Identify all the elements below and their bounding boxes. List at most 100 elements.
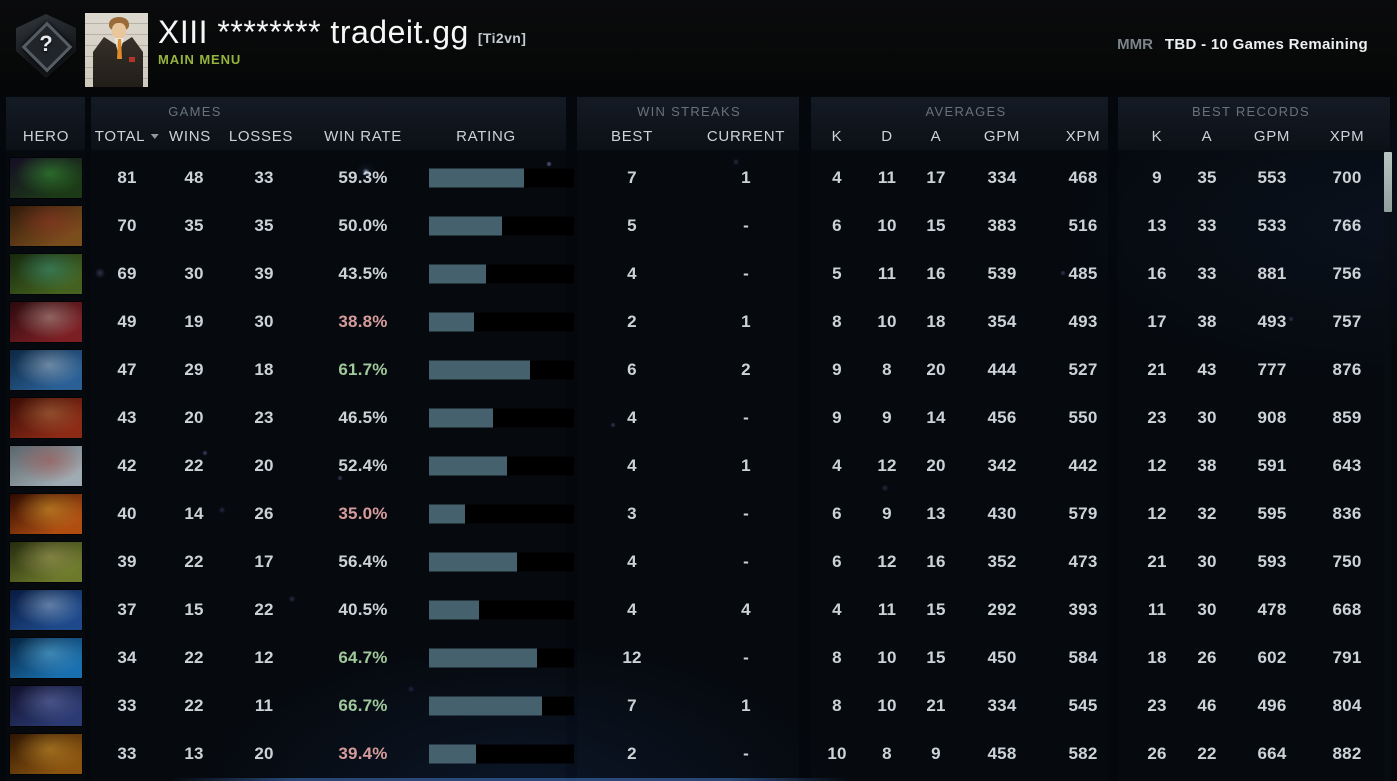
rating-bar-fill — [429, 312, 475, 332]
mmr-label: MMR — [1117, 36, 1153, 53]
main-menu-button[interactable]: MAIN MENU — [158, 52, 242, 67]
column-header-win-rate[interactable]: WIN RATE — [324, 128, 402, 145]
streak-best-value: 4 — [627, 600, 637, 619]
hero-row[interactable]: 40 14 26 35.0% 3 - 6 9 13 430 579 12 32 … — [0, 490, 1397, 538]
hero-row[interactable]: 49 19 30 38.8% 2 1 8 10 18 354 493 17 38… — [0, 298, 1397, 346]
avg-deaths-value: 8 — [882, 744, 892, 763]
wins-value: 22 — [184, 552, 204, 571]
avg-xpm-value: 493 — [1068, 312, 1098, 331]
streak-best-value: 2 — [627, 744, 637, 763]
best-kills-value: 21 — [1147, 552, 1167, 571]
best-assists-value: 26 — [1197, 648, 1217, 667]
hero-icon[interactable] — [10, 494, 82, 534]
best-kills-value: 18 — [1147, 648, 1167, 667]
avg-assists-value: 15 — [926, 600, 946, 619]
best-assists-value: 46 — [1197, 696, 1217, 715]
best-gpm-value: 591 — [1257, 456, 1287, 475]
hero-row[interactable]: 39 22 17 56.4% 4 - 6 12 16 352 473 21 30… — [0, 538, 1397, 586]
column-header-rating[interactable]: RATING — [456, 128, 516, 145]
best-assists-value: 30 — [1197, 408, 1217, 427]
column-header-avg-gpm[interactable]: GPM — [983, 128, 1021, 145]
avg-gpm-value: 334 — [987, 168, 1017, 187]
rating-bar — [429, 456, 574, 476]
column-header-best-gpm[interactable]: GPM — [1253, 128, 1291, 145]
best-gpm-value: 595 — [1257, 504, 1287, 523]
column-header-streak-current[interactable]: CURRENT — [706, 128, 786, 145]
hero-icon[interactable] — [10, 542, 82, 582]
best-assists-value: 38 — [1197, 456, 1217, 475]
avg-kills-value: 4 — [832, 168, 842, 187]
hero-row[interactable]: 42 22 20 52.4% 4 1 4 12 20 342 442 12 38… — [0, 442, 1397, 490]
avg-xpm-value: 485 — [1068, 264, 1098, 283]
hero-icon[interactable] — [10, 398, 82, 438]
streak-current-value: 1 — [741, 456, 751, 475]
hero-icon-glow — [10, 350, 82, 390]
hero-icon[interactable] — [10, 446, 82, 486]
hero-icon[interactable] — [10, 254, 82, 294]
avg-xpm-value: 473 — [1068, 552, 1098, 571]
hero-icon[interactable] — [10, 206, 82, 246]
avg-deaths-value: 9 — [882, 504, 892, 523]
hero-row[interactable]: 33 22 11 66.7% 7 1 8 10 21 334 545 23 46… — [0, 682, 1397, 730]
top-bar: ? XIII ******** tradeit.gg [Ti2vn] MAIN M… — [0, 0, 1397, 95]
scrollbar-thumb[interactable] — [1384, 152, 1392, 212]
hero-row[interactable]: 69 30 39 43.5% 4 - 5 11 16 539 485 16 33… — [0, 250, 1397, 298]
column-header-avg-kills[interactable]: K — [831, 128, 843, 145]
hero-icon[interactable] — [10, 302, 82, 342]
rating-bar-fill — [429, 504, 466, 524]
hero-icon[interactable] — [10, 158, 82, 198]
column-header-best-assists[interactable]: A — [1201, 128, 1213, 145]
wins-value: 30 — [184, 264, 204, 283]
avg-assists-value: 21 — [926, 696, 946, 715]
rating-bar-fill — [429, 264, 486, 284]
best-kills-value: 21 — [1147, 360, 1167, 379]
win-rate-value: 64.7% — [338, 648, 388, 667]
column-header-avg-xpm[interactable]: XPM — [1065, 128, 1101, 145]
hero-icon[interactable] — [10, 686, 82, 726]
streak-best-value: 4 — [627, 552, 637, 571]
hero-icon[interactable] — [10, 350, 82, 390]
column-header-streak-best[interactable]: BEST — [611, 128, 653, 145]
hero-icon[interactable] — [10, 590, 82, 630]
column-header-avg-deaths[interactable]: D — [881, 128, 893, 145]
hero-row[interactable]: 43 20 23 46.5% 4 - 9 9 14 456 550 23 30 … — [0, 394, 1397, 442]
hero-icon[interactable] — [10, 638, 82, 678]
scrollbar-track[interactable] — [1384, 150, 1392, 781]
hero-row[interactable]: 70 35 35 50.0% 5 - 6 10 15 383 516 13 33… — [0, 202, 1397, 250]
best-kills-value: 16 — [1147, 264, 1167, 283]
avg-gpm-value: 352 — [987, 552, 1017, 571]
player-avatar[interactable] — [85, 13, 148, 87]
streak-current-value: 2 — [741, 360, 751, 379]
best-xpm-value: 859 — [1332, 408, 1362, 427]
wins-value: 22 — [184, 648, 204, 667]
wins-value: 48 — [184, 168, 204, 187]
column-header-wins[interactable]: WINS — [169, 128, 211, 145]
win-rate-value: 35.0% — [338, 504, 388, 523]
hero-row[interactable]: 81 48 33 59.3% 7 1 4 11 17 334 468 9 35 … — [0, 154, 1397, 202]
streak-current-value: - — [743, 504, 749, 523]
hero-icon-glow — [10, 638, 82, 678]
column-header-best-kills[interactable]: K — [1151, 128, 1163, 145]
hero-icon-glow — [10, 206, 82, 246]
rating-bar — [429, 552, 574, 572]
column-header-total[interactable]: TOTAL — [95, 128, 160, 145]
avg-assists-value: 14 — [926, 408, 946, 427]
streak-current-value: - — [743, 408, 749, 427]
hero-row[interactable]: 33 13 20 39.4% 2 - 10 8 9 458 582 26 22 … — [0, 730, 1397, 778]
column-header-hero[interactable]: HERO — [22, 128, 70, 145]
column-header-best-xpm[interactable]: XPM — [1329, 128, 1365, 145]
hero-row[interactable]: 34 22 12 64.7% 12 - 8 10 15 450 584 18 2… — [0, 634, 1397, 682]
best-xpm-value: 756 — [1332, 264, 1362, 283]
group-label-win-streaks: WIN STREAKS — [637, 104, 741, 119]
hero-row[interactable]: 47 29 18 61.7% 6 2 9 8 20 444 527 21 43 … — [0, 346, 1397, 394]
wins-value: 29 — [184, 360, 204, 379]
hero-row[interactable]: 37 15 22 40.5% 4 4 4 11 15 292 393 11 30… — [0, 586, 1397, 634]
hero-icon-glow — [10, 446, 82, 486]
rating-bar — [429, 216, 574, 236]
rank-medal-icon: ? — [12, 12, 80, 80]
best-xpm-value: 750 — [1332, 552, 1362, 571]
avg-deaths-value: 10 — [877, 696, 897, 715]
hero-icon[interactable] — [10, 734, 82, 774]
column-header-avg-assists[interactable]: A — [930, 128, 942, 145]
column-header-losses[interactable]: LOSSES — [228, 128, 294, 145]
